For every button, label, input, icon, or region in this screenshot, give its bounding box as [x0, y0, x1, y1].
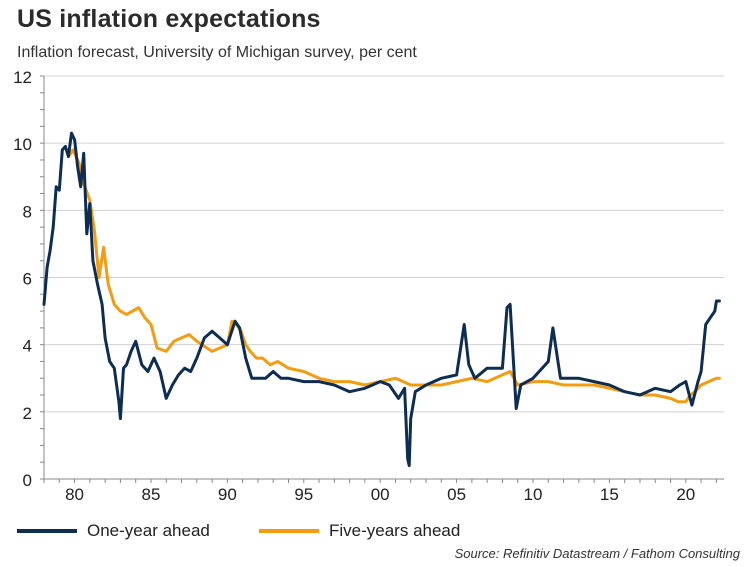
x-tick-label-10: 10 — [524, 485, 543, 504]
series-layer — [42, 131, 721, 468]
legend-item-one-year: One-year ahead — [17, 521, 210, 541]
y-tick-label-10: 10 — [13, 135, 32, 154]
y-tick-label-6: 6 — [23, 270, 32, 289]
x-tick-label-20: 20 — [676, 485, 695, 504]
x-tick-label-00: 00 — [371, 485, 390, 504]
tick-labels: 0 2 4 6 8 10 12 80 85 90 95 00 05 10 15 20 — [13, 68, 695, 504]
y-tick-label-0: 0 — [23, 471, 32, 490]
x-tick-label-95: 95 — [294, 485, 313, 504]
y-tick-label-2: 2 — [23, 404, 32, 423]
legend-label-five-year: Five-years ahead — [329, 521, 461, 540]
source-note: Source: Refinitiv Datastream / Fathom Co… — [454, 546, 740, 561]
y-tick-label-8: 8 — [23, 202, 32, 221]
legend-label-one-year: One-year ahead — [87, 521, 210, 540]
x-tick-label-90: 90 — [218, 485, 237, 504]
x-tick-label-80: 80 — [65, 485, 84, 504]
chart-subtitle: Inflation forecast, University of Michig… — [17, 44, 417, 61]
series-line-one-year — [42, 131, 721, 468]
x-tick-label-85: 85 — [142, 485, 161, 504]
series-line-five-year — [66, 148, 721, 404]
chart-title: US inflation expectations — [17, 5, 321, 33]
legend-swatch-five-year — [259, 529, 319, 533]
axes — [40, 75, 724, 483]
legend-item-five-year: Five-years ahead — [259, 521, 460, 541]
y-tick-label-4: 4 — [23, 337, 32, 356]
x-tick-label-15: 15 — [600, 485, 619, 504]
legend-swatch-one-year — [17, 529, 77, 533]
x-tick-label-05: 05 — [447, 485, 466, 504]
y-tick-label-12: 12 — [13, 68, 32, 87]
gridlines — [44, 75, 724, 413]
